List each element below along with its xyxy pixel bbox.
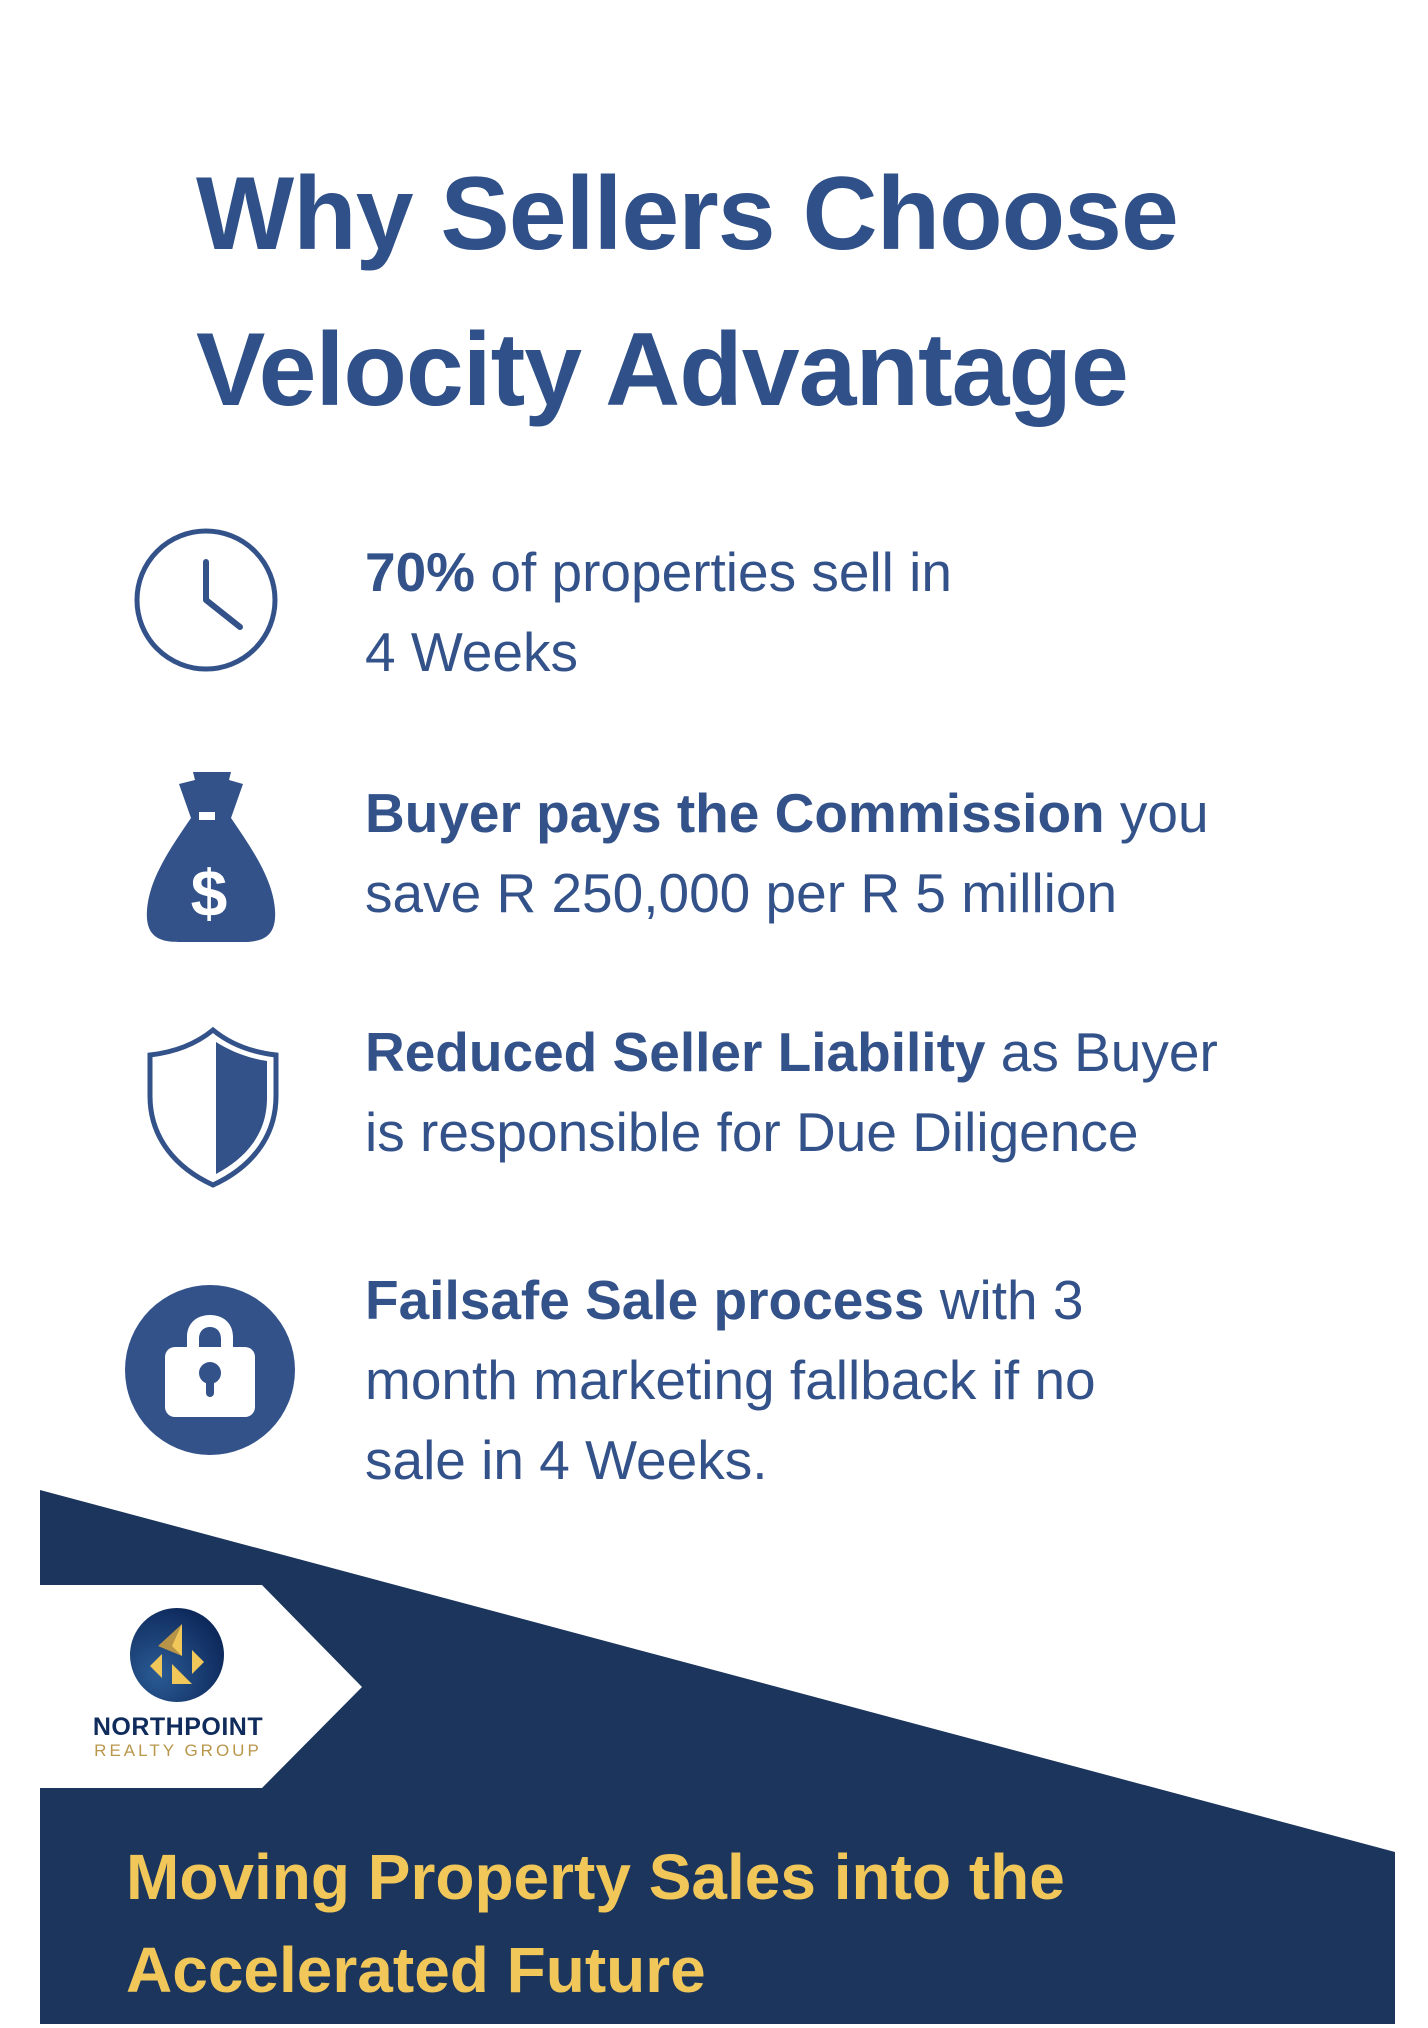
tagline-line-2: Accelerated Future	[126, 1934, 706, 2006]
lock-icon	[125, 1285, 295, 1455]
benefit-text: month marketing fallback if no	[365, 1349, 1096, 1411]
benefit-highlight: Failsafe Sale process	[365, 1269, 925, 1331]
benefit-commission: Buyer pays the Commission you save R 250…	[365, 773, 1209, 933]
benefit-text: save R 250,000 per R 5 million	[365, 862, 1118, 924]
benefit-highlight: 70%	[365, 541, 476, 603]
benefit-fast-sale: 70% of properties sell in 4 Weeks	[365, 532, 952, 692]
clock-icon	[134, 528, 278, 672]
logo-mark	[130, 1608, 224, 1702]
benefit-text: of properties sell in	[475, 541, 952, 603]
tagline-line-1: Moving Property Sales into the	[126, 1841, 1065, 1913]
benefit-text: as Buyer	[985, 1021, 1218, 1083]
benefit-text: is responsible for Due Diligence	[365, 1101, 1139, 1163]
page-title-line-2: Velocity Advantage	[196, 312, 1129, 428]
shield-icon	[147, 1026, 279, 1188]
logo-name: NORTHPOINT	[92, 1713, 264, 1741]
logo-subtitle: REALTY GROUP	[94, 1741, 262, 1760]
benefit-liability: Reduced Seller Liability as Buyer is res…	[365, 1012, 1218, 1172]
money-bag-icon: $	[146, 772, 276, 942]
benefit-highlight: Reduced Seller Liability	[365, 1021, 986, 1083]
benefit-text: sale in 4 Weeks.	[365, 1429, 768, 1491]
svg-text:$: $	[191, 856, 228, 930]
page-title-line-1: Why Sellers Choose	[196, 156, 1179, 272]
benefit-failsafe: Failsafe Sale process with 3 month marke…	[365, 1260, 1096, 1500]
benefit-text: 4 Weeks	[365, 621, 578, 683]
benefit-text: with 3	[924, 1269, 1084, 1331]
benefit-highlight: Buyer pays the Commission	[365, 782, 1105, 844]
benefit-text: you	[1104, 782, 1209, 844]
